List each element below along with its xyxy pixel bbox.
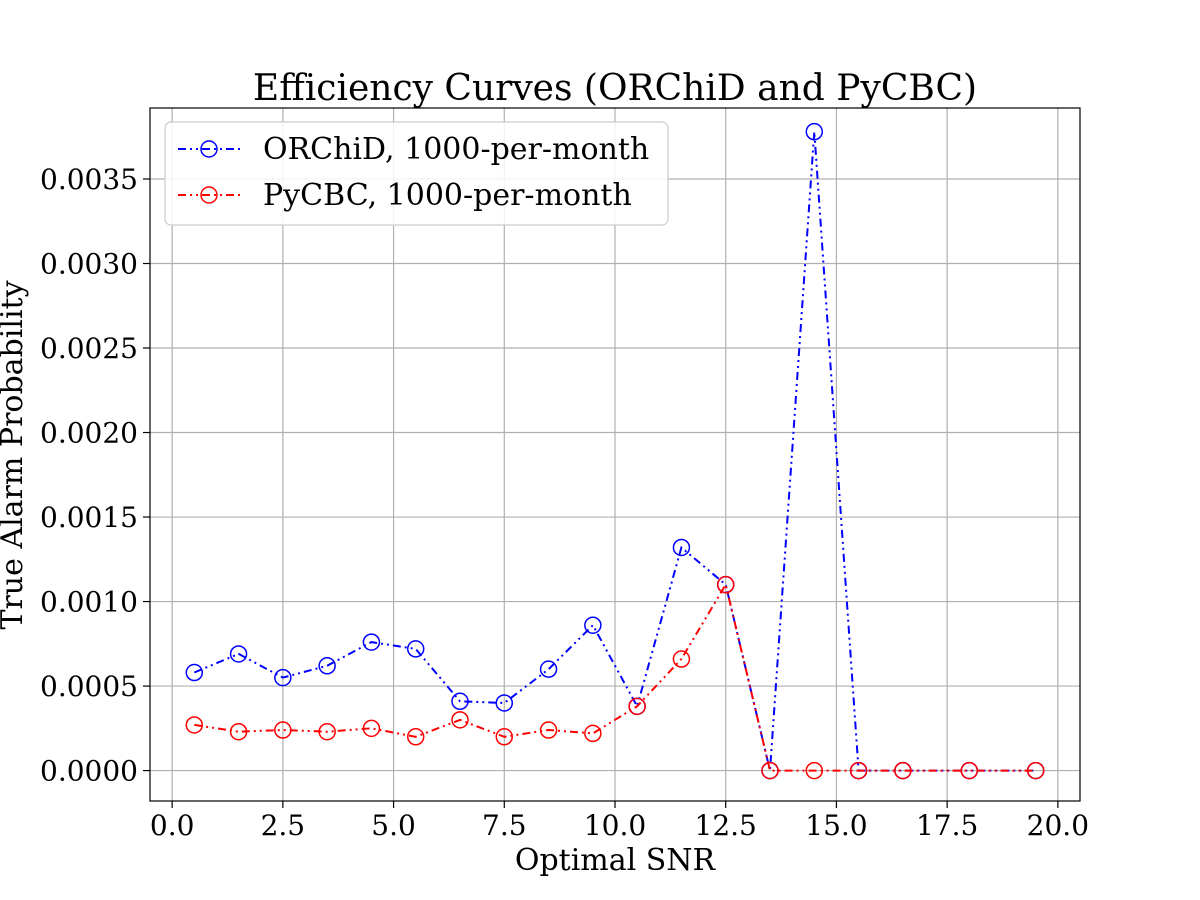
x-tick-label: 17.5: [916, 809, 978, 842]
data-point: [1026, 761, 1045, 780]
y-tick-label: 0.0005: [40, 670, 138, 703]
series-1: [185, 575, 1045, 780]
x-tick-label: 12.5: [695, 809, 757, 842]
data-point: [318, 657, 336, 675]
data-point: [451, 711, 469, 729]
data-point: [495, 694, 514, 712]
data-point: [894, 761, 912, 780]
data-point: [539, 660, 558, 678]
x-tick-label: 0.0: [150, 809, 195, 842]
x-tick-label: 2.5: [261, 809, 306, 842]
series-line: [194, 581, 1036, 772]
data-point: [318, 722, 336, 741]
x-tick-label: 7.5: [482, 809, 527, 842]
y-tick-label: 0.0025: [40, 332, 138, 365]
data-point: [672, 538, 691, 557]
data-point: [406, 728, 425, 746]
data-point: [451, 692, 469, 711]
data-point: [584, 724, 602, 743]
data-point: [362, 633, 381, 651]
data-point: [960, 761, 979, 780]
data-point: [185, 663, 204, 682]
data-point: [185, 716, 204, 734]
legend-box: [164, 121, 669, 226]
data-point: [229, 645, 248, 663]
data-point: [362, 719, 381, 738]
data-point: [539, 721, 558, 739]
data-point: [229, 722, 248, 741]
y-tick-label: 0.0000: [40, 755, 138, 788]
legend-marker: [200, 140, 218, 158]
data-point: [584, 616, 602, 634]
x-tick-label: 10.0: [584, 809, 646, 842]
data-point: [495, 728, 514, 746]
data-point: [716, 575, 735, 594]
y-tick-label: 0.0010: [40, 586, 138, 619]
data-point: [672, 650, 691, 668]
data-point: [849, 761, 868, 780]
data-point: [274, 721, 292, 739]
x-tick-label: 5.0: [371, 809, 416, 842]
data-point: [406, 640, 425, 658]
x-axis-label: Optimal SNR: [515, 843, 717, 878]
data-point: [805, 761, 824, 780]
data-point: [805, 122, 824, 141]
y-axis-label: True Alarm Probability: [0, 280, 30, 629]
ticks: 0.0 2.5 5.0 7.5 10.0 12.5 15.0 17.5 20.0 0.0000 0.…: [40, 163, 1089, 842]
data-point: [761, 761, 779, 780]
data-point: [274, 668, 292, 687]
legend-label: PyCBC, 1000-per-month: [263, 178, 632, 213]
series-layer: [185, 122, 1045, 780]
legend: ORChiD, 1000-per-month PyCBC, 1000-per-mo…: [164, 121, 669, 226]
y-tick-label: 0.0020: [40, 417, 138, 450]
y-tick-label: 0.0035: [40, 163, 138, 196]
y-tick-label: 0.0030: [40, 248, 138, 281]
y-tick-label: 0.0015: [40, 501, 138, 534]
x-tick-label: 15.0: [805, 809, 867, 842]
legend-marker: [200, 186, 218, 204]
x-tick-label: 20.0: [1027, 809, 1089, 842]
data-point: [628, 697, 646, 716]
chart-title: Efficiency Curves (ORChiD and PyCBC): [253, 68, 977, 109]
legend-label: ORChiD, 1000-per-month: [263, 132, 649, 167]
